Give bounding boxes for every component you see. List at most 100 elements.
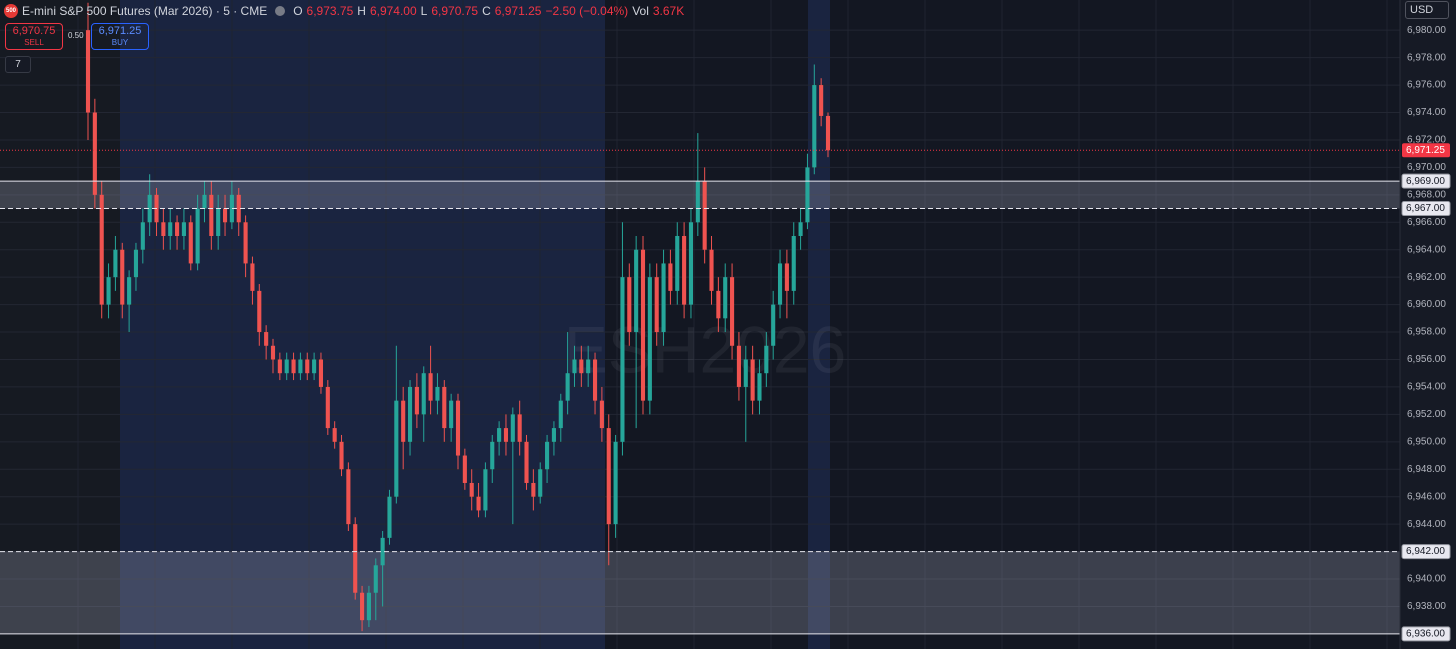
candle-body <box>277 359 282 374</box>
candle-body <box>181 222 186 236</box>
candle-body <box>442 386 447 429</box>
indicators-toggle[interactable]: 7 <box>5 56 31 73</box>
last-price-label: 6,971.25 <box>1406 145 1445 156</box>
candle-body <box>586 359 591 374</box>
candle-body <box>503 428 509 442</box>
candle-body <box>750 359 755 401</box>
last-price-box <box>1402 143 1450 158</box>
symbol-header: 500 E-mini S&P 500 Futures (Mar 2026) · … <box>4 2 684 20</box>
price-axis-labels: 6,936.00 6,938.00 6,940.00 6,942.00 6,944.00… <box>1401 25 1451 642</box>
candle-body <box>264 332 269 346</box>
candle-body <box>579 359 584 374</box>
candle-body <box>524 441 529 483</box>
candle-body <box>373 565 378 593</box>
level-label-box <box>1401 544 1451 560</box>
candle-body <box>243 222 248 264</box>
candle-body <box>661 263 666 333</box>
buy-price: 6,971.25 <box>98 24 142 37</box>
candle-body <box>92 112 97 195</box>
candle-body <box>510 414 515 442</box>
y-tick-label: 6,952.00 <box>1407 409 1446 420</box>
visibility-toggle[interactable] <box>275 6 286 16</box>
candle-body <box>250 263 255 291</box>
session-band <box>120 0 605 649</box>
level-label: 6,936.00 <box>1406 629 1445 640</box>
candle-body <box>798 222 803 236</box>
candle-body <box>462 455 467 483</box>
candle-body <box>127 277 132 305</box>
candle-body <box>209 194 214 236</box>
buy-label: BUY <box>111 37 129 47</box>
candle-body <box>188 222 193 264</box>
candle-body <box>394 400 399 497</box>
y-tick-label: 6,966.00 <box>1407 217 1446 228</box>
candle-body <box>675 236 680 291</box>
candle-body <box>195 208 200 264</box>
watermark: ESH2026 <box>564 312 847 386</box>
logo: 500 <box>4 4 18 18</box>
candle-body <box>627 277 632 333</box>
candle-body <box>545 441 550 470</box>
spread: 0.50 <box>68 31 84 40</box>
y-tick-label: 6,978.00 <box>1407 52 1446 63</box>
candle-body <box>353 524 358 593</box>
candle-body <box>613 441 618 525</box>
candle-body <box>784 263 789 291</box>
candle-body <box>531 482 536 497</box>
zone <box>0 551 1400 634</box>
volume-label: Vol <box>632 4 649 18</box>
candle-body <box>606 428 611 525</box>
candle-body <box>99 194 104 305</box>
candle-body <box>113 249 118 278</box>
ohlc-open: 6,973.75 <box>306 4 354 18</box>
pre-session <box>0 0 120 649</box>
candle-body <box>730 277 735 346</box>
y-tick-label: 6,974.00 <box>1407 107 1446 118</box>
ohlc-open-label: O <box>293 4 303 18</box>
candle-body <box>483 469 488 511</box>
candle-body <box>291 359 296 374</box>
candle-body <box>202 194 207 209</box>
candle-body <box>682 236 687 305</box>
levels <box>0 149 1400 635</box>
candle-body <box>716 290 721 319</box>
candle-body <box>551 428 556 442</box>
sell-price: 6,970.75 <box>12 24 56 37</box>
ohlc-high-label: H <box>357 4 366 18</box>
candle-body <box>805 167 810 223</box>
candle-body <box>702 181 707 250</box>
candle-body <box>599 400 604 429</box>
candle-body <box>435 386 440 401</box>
indicators-count: 7 <box>15 59 21 70</box>
candle-body <box>421 373 426 415</box>
level-label-box <box>1401 201 1451 217</box>
symbol[interactable]: E-mini S&P 500 Futures (Mar 2026) · 5 · … <box>22 4 268 18</box>
change: −2.50 (−0.04%) <box>545 4 629 18</box>
ohlc-close-label: C <box>482 4 491 18</box>
currency-select[interactable]: USD <box>1405 1 1449 19</box>
candle-body <box>270 345 276 360</box>
y-tick-label: 6,972.00 <box>1407 135 1446 146</box>
candle-body <box>695 181 700 223</box>
candle-body <box>455 400 461 456</box>
y-tick-label: 6,958.00 <box>1407 327 1446 338</box>
candle-body <box>825 115 831 151</box>
candle-body <box>414 386 419 415</box>
candle-body <box>668 263 673 291</box>
candle-body <box>791 236 796 291</box>
price-axis <box>1400 0 1456 649</box>
candle-body <box>757 373 762 401</box>
candle-body <box>572 359 577 374</box>
candle-body <box>469 482 474 497</box>
y-tick-label: 6,956.00 <box>1407 354 1446 365</box>
candle-body <box>736 345 741 387</box>
candle-body <box>140 222 145 250</box>
ohlc-low-label: L <box>420 4 428 18</box>
buy-button[interactable]: 6,971.25 BUY <box>91 23 149 50</box>
y-tick-label: 6,940.00 <box>1407 574 1446 585</box>
candle-body <box>387 496 392 538</box>
candle-body <box>229 194 234 223</box>
sell-button[interactable]: 6,970.75 SELL <box>5 23 63 50</box>
candle-body <box>216 208 221 236</box>
